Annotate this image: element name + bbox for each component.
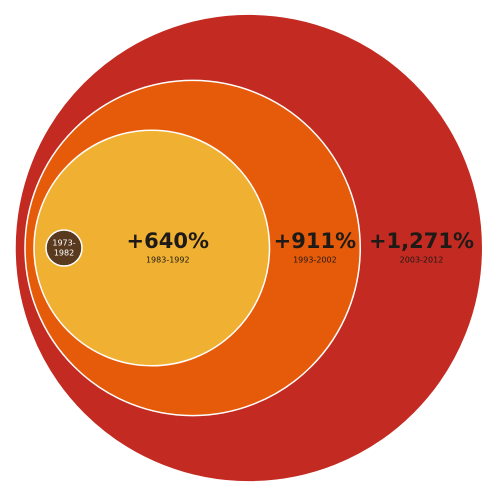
value-label: +1,271%	[369, 229, 474, 253]
period-label: 2003-2012	[400, 256, 444, 265]
value-label: +911%	[274, 229, 356, 253]
period-label: 1983-1992	[146, 256, 190, 265]
period-label: 1993-2002	[293, 256, 337, 265]
base-circle	[45, 229, 83, 267]
growth-circle	[33, 129, 271, 367]
value-label: +640%	[127, 229, 209, 253]
base-label: 1982	[54, 249, 74, 258]
base-label: 1973-	[52, 239, 75, 248]
